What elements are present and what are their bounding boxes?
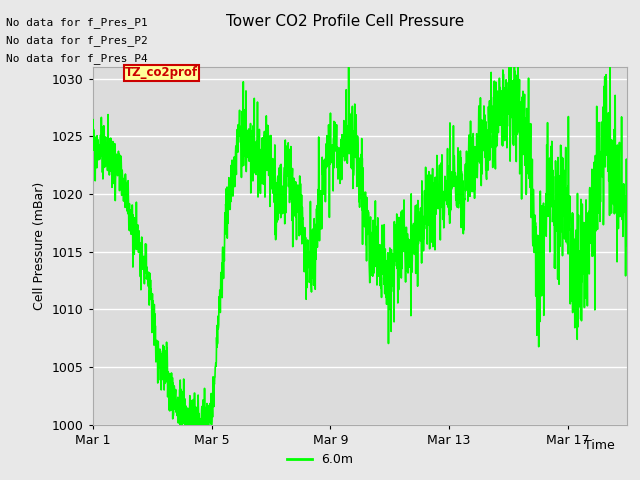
Legend: 6.0m: 6.0m bbox=[282, 448, 358, 471]
Text: No data for f_Pres_P1: No data for f_Pres_P1 bbox=[6, 17, 148, 28]
Text: Tower CO2 Profile Cell Pressure: Tower CO2 Profile Cell Pressure bbox=[227, 14, 465, 29]
Text: Time: Time bbox=[584, 439, 614, 452]
Text: No data for f_Pres_P4: No data for f_Pres_P4 bbox=[6, 53, 148, 64]
Y-axis label: Cell Pressure (mBar): Cell Pressure (mBar) bbox=[33, 182, 46, 310]
Text: No data for f_Pres_P2: No data for f_Pres_P2 bbox=[6, 35, 148, 46]
Text: TZ_co2prof: TZ_co2prof bbox=[125, 66, 198, 80]
